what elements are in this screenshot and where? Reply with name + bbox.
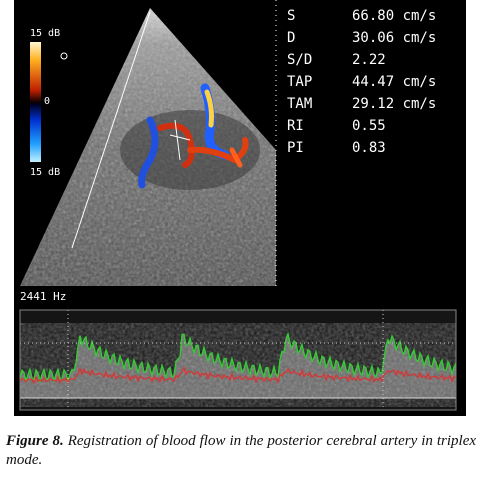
color-bar: [30, 42, 41, 162]
angle-line: [71, 11, 151, 249]
spectrum-frame: [19, 309, 457, 411]
measurement-value: 0.83: [352, 140, 386, 156]
measurement-value: 29.12 cm/s: [352, 96, 436, 112]
caption-text: Registration of blood flow in the poster…: [6, 433, 477, 468]
measurement-label: TAM: [287, 96, 312, 112]
measurement-label: RI: [287, 118, 304, 134]
colorbar-zero: 0: [44, 96, 50, 107]
gate: [174, 119, 181, 161]
colorbar-bottom: 15 dB: [30, 167, 60, 178]
measurement-label: S: [287, 8, 295, 24]
color-flow: [138, 83, 249, 189]
ultrasound-image: 15 dB 0 15 dB 2441 Hz S 66.80 cm/s D 30.06 …: [14, 0, 466, 416]
measurement-label: D: [287, 30, 295, 46]
caption-label: Figure 8.: [6, 433, 64, 449]
measurement-value: 2.22: [352, 52, 386, 68]
measurement-value: 30.06 cm/s: [352, 30, 436, 46]
measurement-value: 66.80 cm/s: [352, 8, 436, 24]
caption: Figure 8. Registration of blood flow in …: [6, 432, 476, 470]
measurement-label: TAP: [287, 74, 312, 90]
measurement-value: 0.55: [352, 118, 386, 134]
prf-label: 2441 Hz: [20, 290, 66, 303]
measurement-label: PI: [287, 140, 304, 156]
colorbar-top: 15 dB: [30, 28, 60, 39]
measurement-label: S/D: [287, 52, 312, 68]
measurement-value: 44.47 cm/s: [352, 74, 436, 90]
spectral-doppler: [20, 310, 456, 410]
measurements: S 66.80 cm/s D 30.06 cm/s S/D 2.22 TAP 44.47 cm…: [287, 8, 436, 156]
marker: [60, 52, 68, 60]
gate: [169, 134, 191, 141]
